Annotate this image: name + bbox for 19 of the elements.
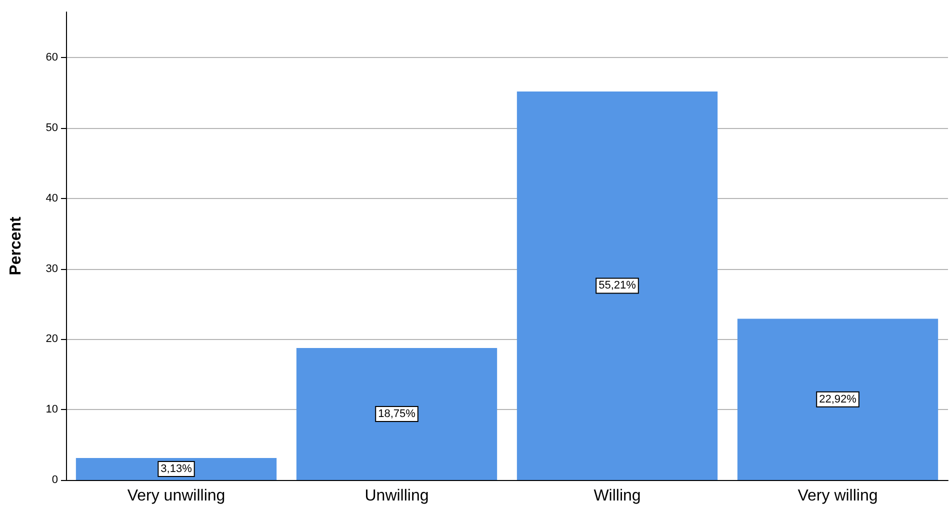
y-tick-label: 30	[46, 262, 58, 275]
bar	[516, 91, 718, 480]
x-tick-label: Unwilling	[364, 488, 429, 504]
data-label: 22,92%	[819, 393, 857, 406]
y-tick-label: 0	[52, 474, 58, 486]
x-tick-label: Very willing	[798, 488, 878, 504]
y-tick-label: 10	[46, 404, 58, 416]
y-tick-label: 40	[46, 192, 58, 204]
x-tick-label: Willing	[594, 488, 641, 504]
data-label: 18,75%	[378, 408, 416, 420]
y-tick-label: 50	[46, 122, 58, 134]
y-tick-label: 60	[46, 52, 58, 64]
bar	[296, 348, 498, 480]
bar	[737, 318, 938, 480]
y-axis-title: Percent	[8, 216, 24, 276]
x-tick-label: Very unwilling	[127, 488, 226, 504]
data-label: 55,21%	[598, 280, 636, 292]
y-tick-label: 20	[46, 333, 58, 346]
data-label: 3,13%	[160, 462, 192, 475]
